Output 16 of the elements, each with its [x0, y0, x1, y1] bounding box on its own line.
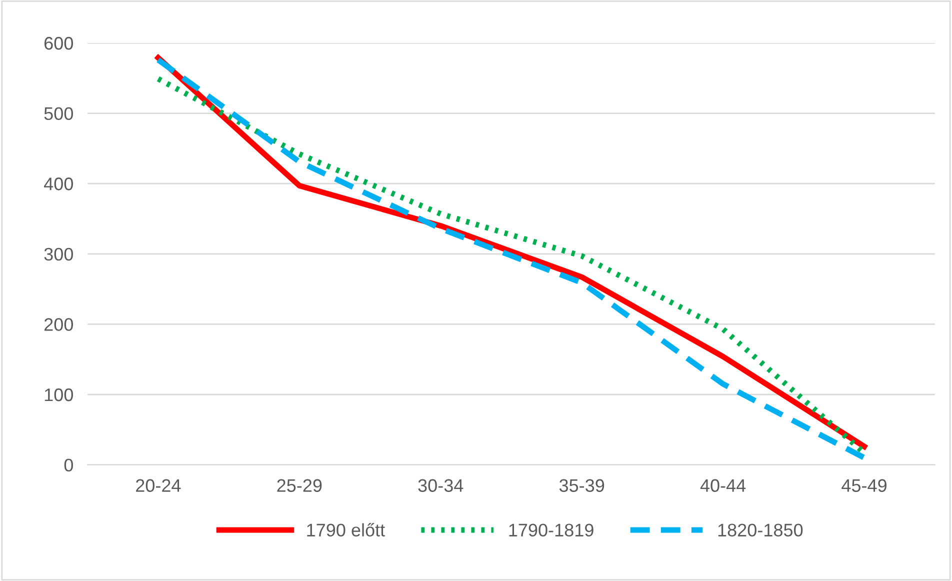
- x-tick-label: 20-24: [136, 479, 181, 492]
- x-tick-label: 30-34: [418, 479, 464, 492]
- y-tick-label: 300: [44, 248, 73, 261]
- legend-label: 1820-1850: [718, 524, 803, 536]
- y-tick-label: 0: [64, 458, 73, 472]
- x-tick-label: 45-49: [842, 479, 886, 492]
- x-tick-label: 35-39: [559, 479, 604, 492]
- y-tick-label: 500: [44, 107, 73, 120]
- y-tick-label: 100: [44, 388, 73, 402]
- y-tick-label: 600: [44, 36, 73, 50]
- y-tick-label: 200: [44, 318, 73, 331]
- legend-label: 1790-1819: [509, 524, 594, 536]
- legend-label: 1790 előtt: [307, 523, 385, 536]
- x-tick-label: 40-44: [700, 479, 746, 492]
- y-tick-label: 400: [44, 178, 73, 190]
- x-tick-label: 25-29: [277, 479, 322, 492]
